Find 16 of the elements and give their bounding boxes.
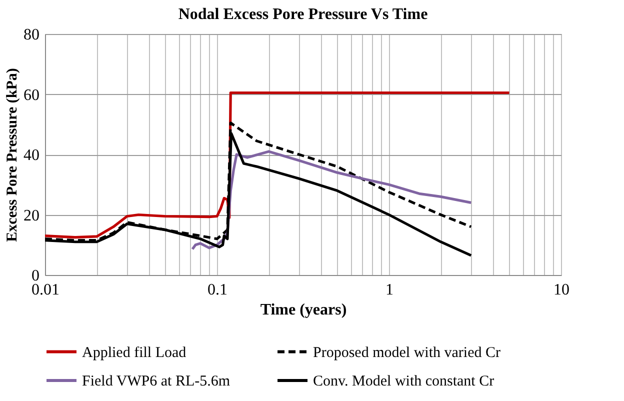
x-axis-title: Time (years)	[260, 302, 347, 318]
legend-label: Proposed model with varied Cr	[313, 344, 500, 361]
legend-label: Applied fill Load	[82, 344, 187, 361]
y-tick-label: 20	[24, 207, 40, 224]
legend-label: Conv. Model with constant Cr	[313, 374, 494, 390]
y-tick-label: 0	[32, 268, 40, 284]
x-tick-label: 10	[554, 282, 570, 298]
legend-label: Field VWP6 at RL-5.6m	[82, 374, 230, 390]
y-tick-label: 40	[24, 147, 40, 164]
x-tick-label: 1	[386, 282, 394, 298]
y-tick-label: 60	[24, 86, 40, 104]
y-tick-label: 80	[24, 26, 40, 44]
x-tick-label: 0.1	[208, 282, 228, 298]
chart-title: Nodal Excess Pore Pressure Vs Time	[178, 6, 428, 23]
y-axis-title: Excess Pore Pressure (kPa)	[4, 68, 20, 242]
x-tick-label: 0.01	[32, 282, 60, 298]
